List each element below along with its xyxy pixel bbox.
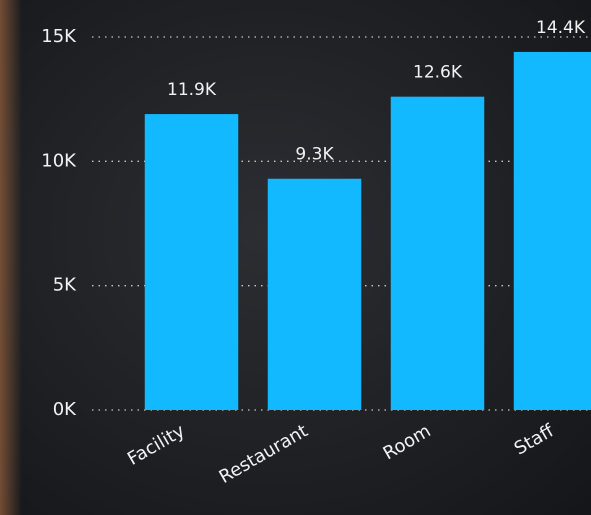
y-tick-label: 5K	[53, 275, 77, 296]
y-tick-label: 0K	[53, 399, 77, 420]
value-label: 11.9K	[167, 80, 217, 100]
bar	[144, 114, 239, 410]
y-tick-label: 10K	[41, 150, 77, 171]
bar	[513, 51, 591, 411]
value-label: 12.6K	[413, 63, 463, 83]
y-tick-label: 15K	[41, 26, 77, 47]
value-label: 14.4K	[536, 18, 586, 38]
background-edge	[0, 0, 22, 515]
bar	[390, 96, 485, 411]
bar	[267, 178, 362, 410]
value-label: 9.3K	[295, 145, 334, 165]
